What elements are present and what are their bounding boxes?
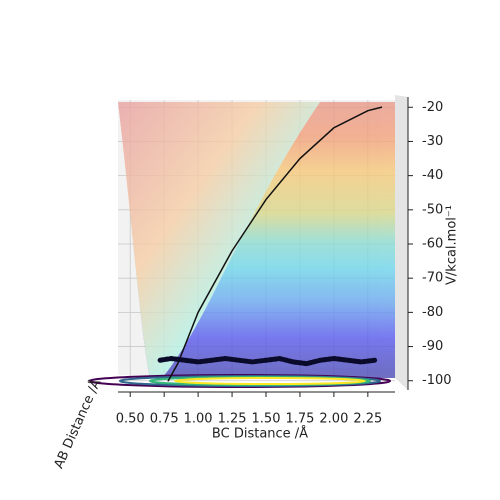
contour xyxy=(119,375,381,387)
side-pane xyxy=(395,95,408,390)
z-tick-label: -100 xyxy=(422,373,452,388)
z-tick-label: -50 xyxy=(422,202,443,217)
y-axis-label: AB Distance /Å xyxy=(51,377,105,471)
surface-right xyxy=(118,102,395,380)
x-tick-label: 1.25 xyxy=(218,412,247,427)
surface-left xyxy=(118,102,320,380)
z-tick-label: -30 xyxy=(422,134,443,149)
z-tick-label: -20 xyxy=(422,100,443,115)
z-axis-label: V/kcal.mol⁻¹ xyxy=(445,205,460,285)
surface xyxy=(118,102,395,380)
x-tick-label: 0.75 xyxy=(150,412,179,427)
x-tick-label: 2.00 xyxy=(319,412,348,427)
marks xyxy=(157,106,383,382)
x-tick-label: 1.00 xyxy=(184,412,213,427)
trajectory xyxy=(157,355,378,367)
z-tick-label: -40 xyxy=(422,168,443,183)
x-tick-label: 2.25 xyxy=(353,412,382,427)
x-tick-label: 1.50 xyxy=(252,412,281,427)
contour xyxy=(174,377,366,385)
contour xyxy=(89,374,391,388)
contours xyxy=(89,374,391,388)
z-tick-label: -90 xyxy=(422,339,443,354)
x-tick-label: 1.75 xyxy=(285,412,314,427)
z-tick-label: -70 xyxy=(422,271,443,286)
x-axis-label: BC Distance /Å xyxy=(212,426,308,442)
profile-line xyxy=(167,106,383,382)
z-tick-label: -60 xyxy=(422,237,443,252)
x-tick-label: 0.50 xyxy=(116,412,145,427)
contour xyxy=(149,376,371,386)
z-tick-label: -80 xyxy=(422,305,443,320)
